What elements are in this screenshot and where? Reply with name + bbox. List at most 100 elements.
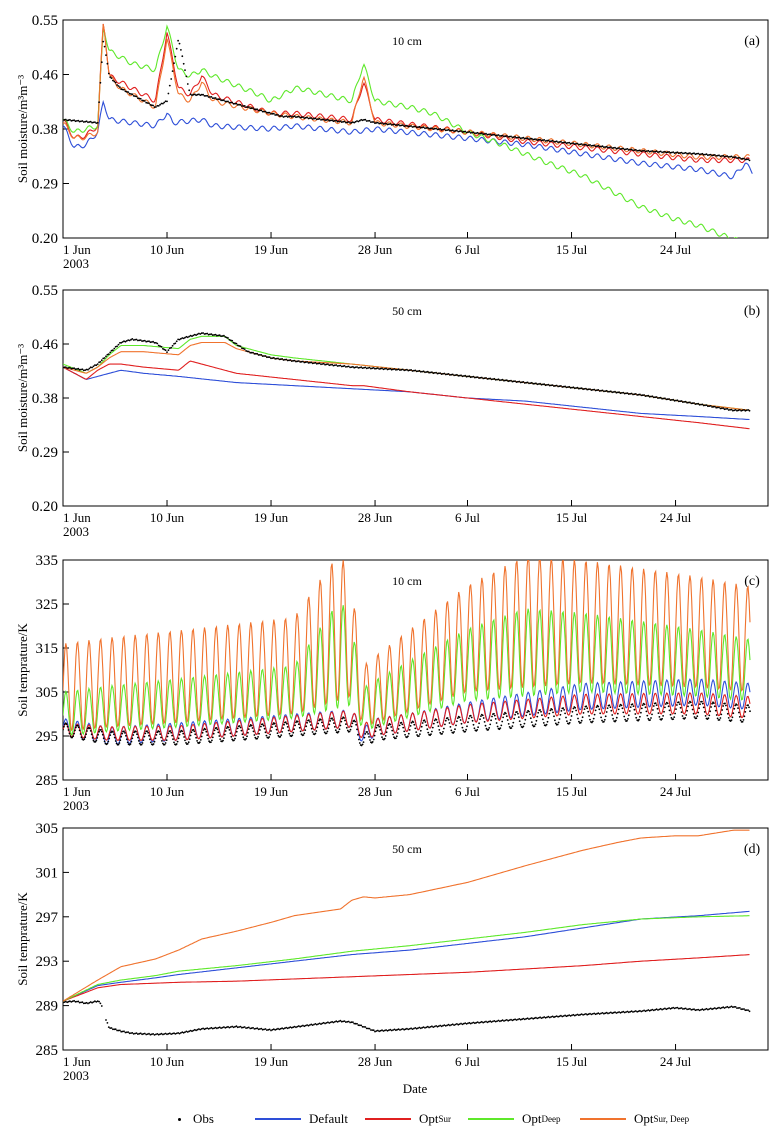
panel-c-obs-point	[225, 727, 228, 729]
panel-a-obs-point	[166, 100, 168, 103]
panel-a-obs-point	[128, 92, 131, 95]
panel-c-obs-point	[490, 719, 492, 722]
panel-a-obs-point	[652, 151, 655, 153]
legend-label-obs: Obs	[193, 1111, 214, 1126]
panel-d-obs-point	[625, 1011, 627, 1013]
panel-c-obs-point	[514, 713, 516, 716]
panel-d-obs-point	[137, 1033, 139, 1035]
panel-a-obs-point	[202, 93, 205, 96]
panel-a-obs-point	[80, 120, 82, 123]
panel-d-obs-point	[716, 1007, 719, 1010]
panel-b-obs-point	[607, 390, 609, 393]
panel-a-obs-point	[726, 155, 729, 158]
panel-a-obs-point	[626, 148, 629, 150]
panel-a-obs-point	[105, 54, 107, 56]
panel-c-obs-point	[472, 723, 475, 726]
panel-a-obs-point	[560, 140, 562, 143]
legend-label-opt-sur-deep: Opt	[634, 1111, 654, 1126]
panel-c-obs-point	[461, 726, 464, 729]
panel-c-obs-point	[491, 715, 493, 718]
panel-a-obs-point	[371, 121, 374, 123]
panel-b-obs-point	[579, 387, 582, 390]
panel-c-obs-point	[439, 731, 442, 734]
panel-b-ytick-label: 0.20	[32, 499, 58, 515]
panel-a-obs-point	[241, 105, 243, 107]
panel-c-obs-point	[695, 717, 698, 720]
panel-a-obs-point	[392, 123, 394, 126]
panel-d-obs-point	[747, 1009, 749, 1011]
panel-c-obs-point	[268, 736, 271, 738]
panel-d-obs-point	[551, 1015, 554, 1018]
panel-d-obs-point	[578, 1014, 580, 1017]
panel-c-obs-point	[85, 733, 87, 736]
panel-b-obs-point	[109, 351, 112, 354]
panel-d-obs-point	[485, 1020, 487, 1023]
panel-c-obs-point	[510, 727, 513, 729]
panel-c-obs-point	[733, 707, 736, 710]
panel-a-obs-point	[564, 141, 566, 144]
panel-c-obs-point	[263, 727, 266, 730]
panel-c-obs-point	[603, 718, 606, 721]
panel-d-obs-point	[734, 1006, 737, 1008]
panel-b-obs-point	[211, 334, 214, 336]
panel-b-obs-point	[601, 389, 604, 392]
panel-b-obs-point	[128, 339, 131, 342]
panel-d-obs-point	[464, 1022, 467, 1024]
panel-d-obs-point	[598, 1013, 601, 1015]
panel-a-obs-point	[71, 119, 74, 122]
panel-c-obs-point	[707, 717, 710, 720]
panel-a-obs-point	[474, 132, 476, 135]
panel-d-obs-point	[338, 1020, 340, 1023]
panel-b-obs-point	[382, 368, 385, 371]
panel-b-obs-point	[322, 362, 325, 365]
panel-b-obs-point	[446, 373, 449, 376]
panel-d-obs-point	[116, 1029, 118, 1032]
panel-b-ytick-label: 0.29	[32, 445, 58, 461]
panel-d-obs-point	[268, 1028, 271, 1031]
panel-c-obs-point	[314, 732, 317, 735]
panel-a-obs-point	[682, 152, 684, 155]
panel-c-obs-point	[129, 743, 132, 745]
panel-a-obs-point	[576, 142, 579, 145]
panel-c-obs-point	[92, 739, 95, 742]
legend-label-opt-sur: Opt	[419, 1111, 439, 1126]
panel-b-obs-point	[468, 375, 471, 378]
panel-d-obs-point	[517, 1018, 519, 1021]
panel-c-obs-point	[436, 721, 439, 724]
panel-b-obs-point	[290, 360, 293, 362]
panel-c-obs-point	[644, 706, 647, 709]
panel-a-obs-point	[174, 55, 177, 58]
panel-d-xtick-label: 1 Jun	[63, 1054, 91, 1069]
panel-c-obs-point	[599, 712, 602, 715]
panel-d-obs-point	[607, 1012, 609, 1015]
panel-a-obs-point	[339, 120, 342, 122]
panel-c-obs-point	[372, 738, 375, 741]
panel-c-obs-point	[564, 712, 566, 715]
panel-d-obs-point	[360, 1024, 363, 1027]
panel-c-obs-point	[256, 737, 259, 740]
panel-d-obs-point	[704, 1008, 706, 1011]
panel-c-obs-point	[63, 728, 64, 731]
panel-b-obs-point	[489, 377, 492, 380]
panel-d-obs-point	[662, 1008, 665, 1010]
panel-d-ylabel: Soil temprature/K	[15, 892, 30, 986]
panel-d-obs-point	[732, 1006, 734, 1009]
panel-d-obs-point	[340, 1020, 343, 1023]
panel-d-obs-point	[643, 1009, 645, 1012]
panel-d-obs-point	[544, 1016, 547, 1019]
panel-d-obs-point	[242, 1026, 245, 1029]
panel-d-obs-point	[429, 1026, 432, 1028]
panel-a-obs-point	[572, 142, 575, 145]
panel-c-obs-point	[565, 716, 567, 719]
panel-b-obs-point	[507, 380, 510, 383]
panel-a-obs-point	[612, 147, 615, 149]
panel-a-obs-point	[124, 90, 127, 93]
panel-b-obs-point	[338, 364, 340, 367]
panel-b-obs-point	[105, 355, 107, 358]
panel-a-obs-point	[210, 96, 213, 98]
panel-a-obs-point	[632, 149, 634, 152]
panel-b-obs-point	[458, 374, 461, 377]
panel-d-obs-point	[263, 1028, 265, 1031]
panel-d-frame	[62, 827, 769, 1051]
panel-c-obs-point	[100, 730, 103, 733]
